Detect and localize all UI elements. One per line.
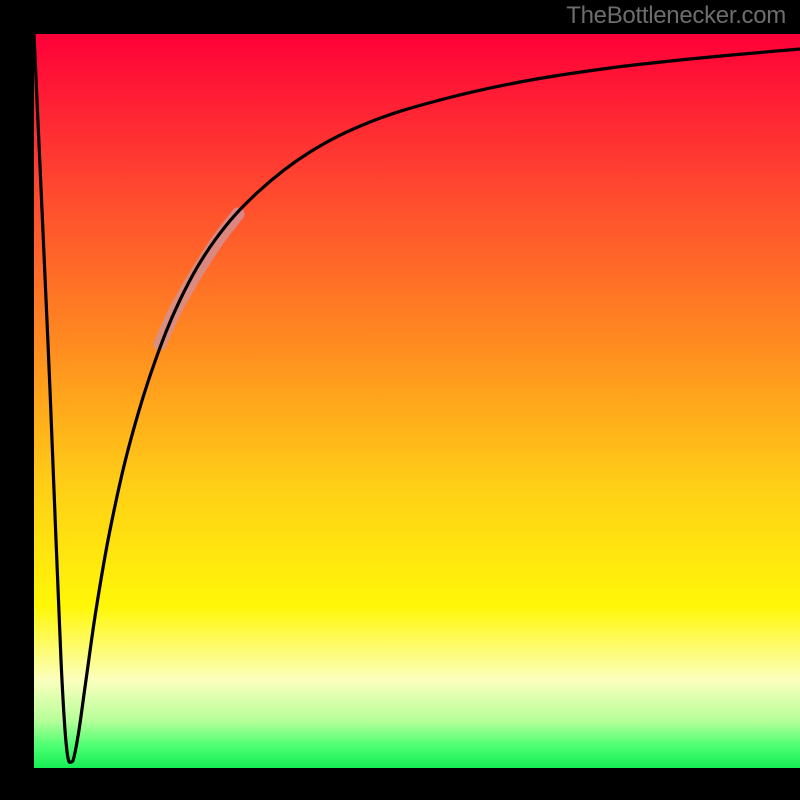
- watermark-label: TheBottlenecker.com: [566, 2, 786, 30]
- chart-stage: TheBottlenecker.com: [0, 0, 800, 800]
- chart-svg: [0, 0, 800, 800]
- plot-background: [34, 34, 800, 768]
